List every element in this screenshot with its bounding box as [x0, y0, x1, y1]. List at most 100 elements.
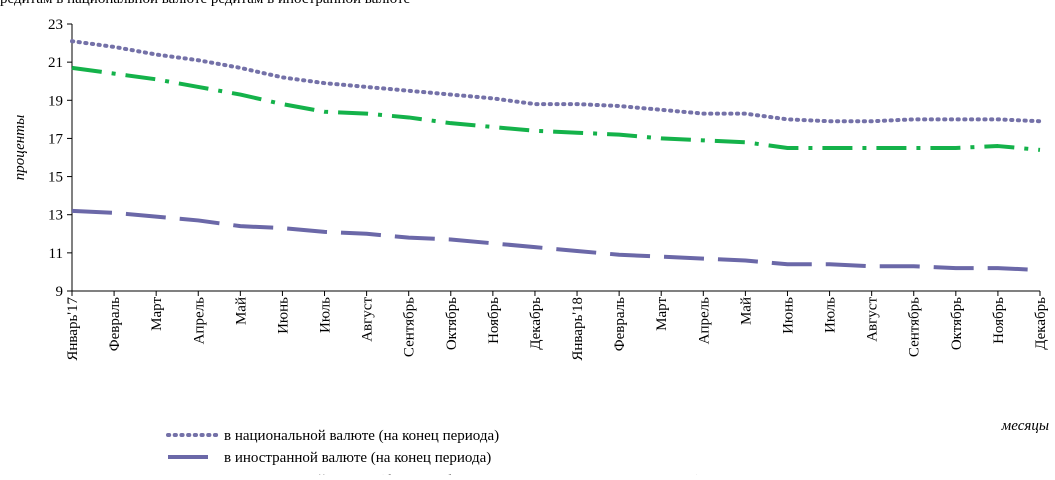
data-point-s1-9 [407, 89, 410, 92]
data-point-s2-22 [954, 267, 957, 270]
data-point-s1-4 [197, 59, 200, 62]
data-point-s3-18 [786, 146, 789, 149]
legend: в национальной валюте (на конец периода)… [166, 428, 701, 480]
x-tick-label: Май [738, 297, 754, 325]
y-tick-label: 17 [48, 131, 64, 147]
x-tick-label: Сентябрь [907, 297, 923, 357]
data-point-s1-7 [323, 82, 326, 85]
legend-label-1: в национальной валюте (на конец периода) [224, 428, 499, 444]
series-line-2 [71, 208, 1041, 273]
x-tick-label: Ноябрь [486, 297, 502, 344]
x-tick-label: Март [149, 297, 165, 331]
data-point-s3-2 [113, 72, 116, 75]
x-tick-label: Январь'17 [65, 297, 81, 361]
data-point-s1-13 [576, 103, 579, 106]
data-point-s3-9 [407, 116, 410, 119]
data-point-s2-24 [1039, 269, 1042, 272]
y-tick-label: 21 [48, 55, 63, 71]
data-point-s3-16 [702, 139, 705, 142]
x-tick-label: Апрель [191, 297, 207, 345]
x-tick-label: Декабрь [1033, 297, 1049, 350]
data-point-s2-9 [407, 236, 410, 239]
y-tick-label: 9 [56, 284, 64, 300]
data-point-s2-8 [365, 232, 368, 235]
data-point-s3-3 [155, 78, 158, 81]
data-point-s3-15 [660, 137, 663, 140]
data-point-s1-21 [912, 118, 915, 121]
data-point-s2-13 [576, 249, 579, 252]
data-point-s2-7 [323, 230, 326, 233]
x-tick-label: Август [360, 297, 376, 342]
data-point-s3-13 [576, 131, 579, 134]
x-axis-title: месяцы [1001, 418, 1049, 434]
x-tick-label: Июнь [275, 297, 291, 334]
data-point-s3-12 [533, 129, 536, 132]
data-point-s1-3 [155, 53, 158, 56]
data-point-s2-2 [113, 211, 116, 214]
y-tick-label: 23 [48, 17, 63, 33]
data-point-s2-6 [281, 227, 284, 230]
data-point-s3-4 [197, 85, 200, 88]
data-point-s2-20 [870, 265, 873, 268]
top-caption: редитам в национальной валюте редитам в … [0, 0, 410, 8]
data-point-s2-21 [912, 265, 915, 268]
data-point-s1-23 [996, 118, 999, 121]
data-point-s3-19 [828, 146, 831, 149]
data-point-s3-21 [912, 146, 915, 149]
data-point-s3-7 [323, 110, 326, 113]
data-point-s1-20 [870, 120, 873, 123]
y-axis-title: проценты [12, 115, 28, 180]
data-point-s1-2 [113, 45, 116, 48]
data-point-s1-10 [449, 93, 452, 96]
data-point-s3-20 [870, 146, 873, 149]
data-point-s1-11 [491, 97, 494, 100]
data-point-s1-6 [281, 76, 284, 79]
x-tick-label: Сентябрь [402, 297, 418, 357]
data-point-s3-22 [954, 146, 957, 149]
x-tick-label: Ноябрь [991, 297, 1007, 344]
data-point-s1-17 [744, 112, 747, 115]
data-point-s2-18 [786, 263, 789, 266]
data-point-s2-3 [155, 215, 158, 218]
data-point-s1-5 [239, 66, 242, 69]
x-tick-label: Июнь [780, 297, 796, 334]
data-point-s3-17 [744, 141, 747, 144]
axes: 9 11 13 15 17 19 21 23 проценты Январь'17 Февраль М… [12, 17, 1049, 434]
data-point-s1-12 [533, 103, 536, 106]
data-point-s2-12 [533, 246, 536, 249]
x-tick-label: Январь'18 [570, 297, 586, 361]
y-tick-label: 11 [49, 246, 63, 262]
series-line-1 [70, 39, 1042, 124]
data-point-s3-5 [239, 93, 242, 96]
data-point-s3-23 [996, 145, 999, 148]
x-tick-label: Октябрь [444, 297, 460, 350]
x-tick-label: Июль [318, 297, 334, 333]
data-point-s2-17 [744, 259, 747, 262]
data-point-s2-23 [996, 267, 999, 270]
data-point-s1-15 [660, 108, 663, 111]
data-point-s3-6 [281, 103, 284, 106]
data-point-s1-24 [1039, 120, 1042, 123]
y-tick-label: 13 [48, 208, 63, 224]
data-point-s3-11 [491, 125, 494, 128]
y-tick-label: 15 [48, 170, 63, 186]
data-point-s2-15 [660, 255, 663, 258]
data-point-s3-8 [365, 112, 368, 115]
data-point-s1-8 [365, 85, 368, 88]
data-point-s2-1 [71, 209, 74, 212]
data-point-s3-10 [449, 122, 452, 125]
data-point-s1-18 [786, 118, 789, 121]
x-tick-label: Октябрь [949, 297, 965, 350]
data-point-s1-1 [71, 40, 74, 43]
data-point-s1-14 [618, 105, 621, 108]
series-line-3 [71, 65, 1041, 152]
x-tick-label: Февраль [612, 297, 628, 351]
y-tick-label: 19 [48, 93, 63, 109]
data-point-s3-14 [618, 133, 621, 136]
legend-label-2: в иностранной валюте (на конец периода) [224, 450, 491, 466]
data-point-s2-10 [449, 238, 452, 241]
data-point-s3-24 [1039, 148, 1042, 151]
x-tick-label: Апрель [696, 297, 712, 345]
x-tick-label: Декабрь [528, 297, 544, 350]
